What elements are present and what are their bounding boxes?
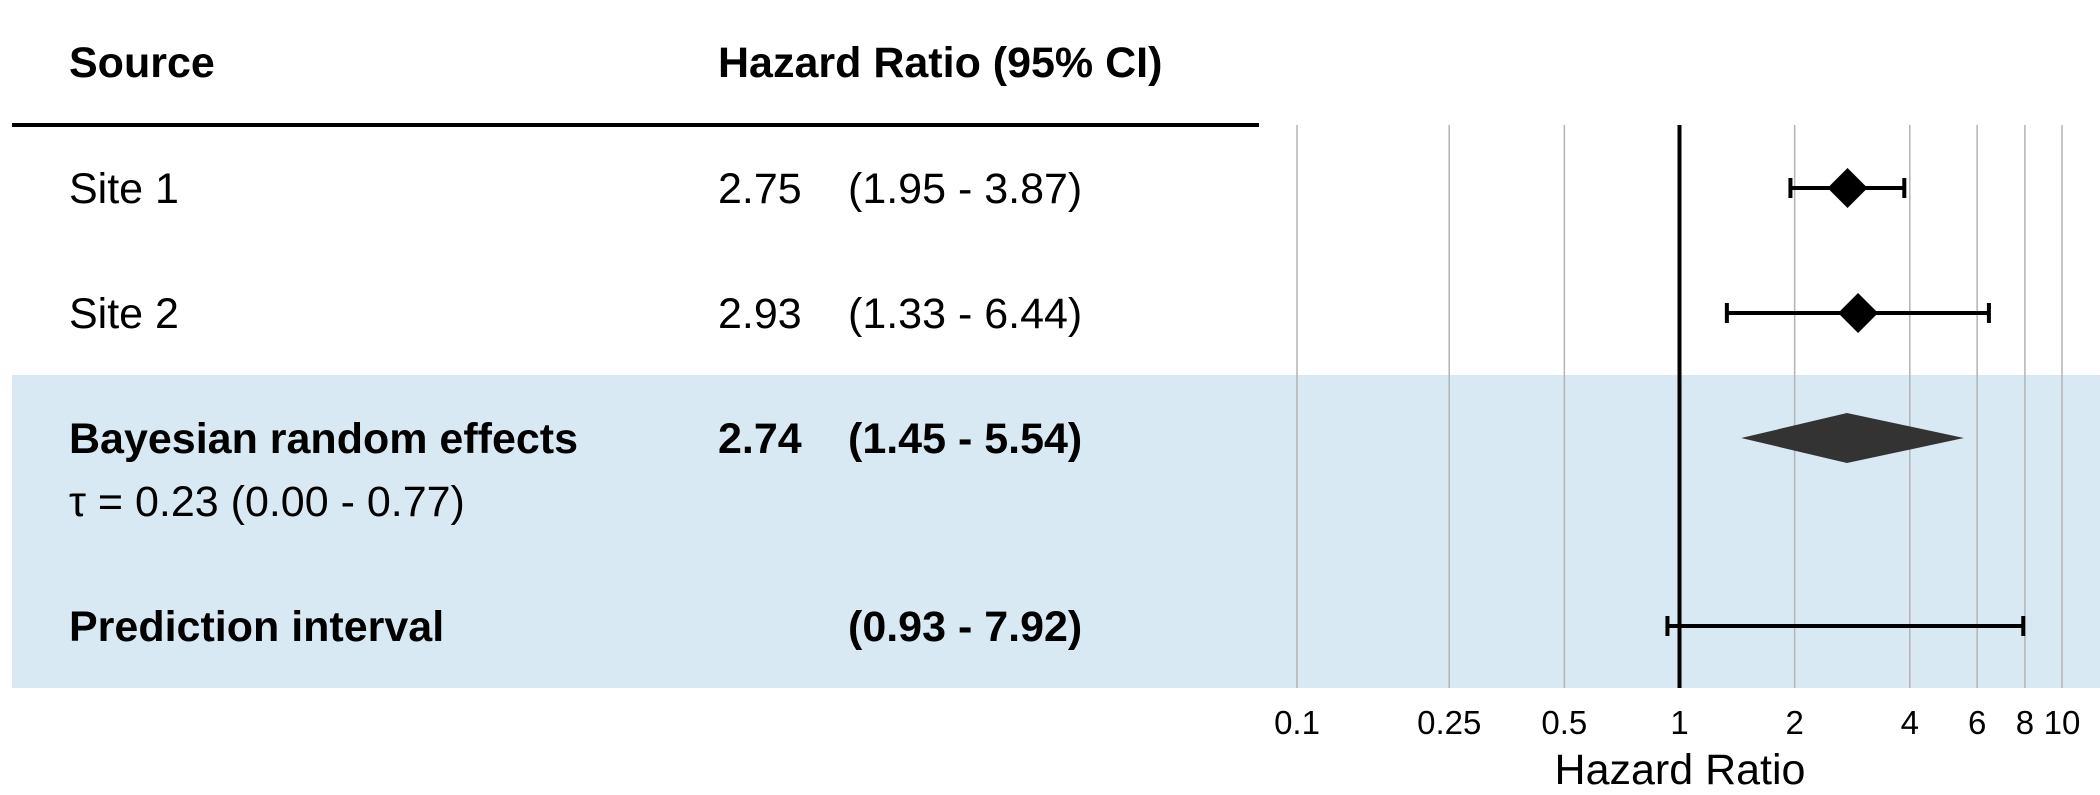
x-tick-label: 6 [1968,704,1986,741]
row-subtitle: τ = 0.23 (0.00 - 0.77) [69,478,465,526]
row-label: Site 2 [69,290,179,338]
row-label: Site 1 [69,165,179,213]
x-tick-label: 10 [2044,704,2081,741]
x-tick-label: 1 [1670,704,1688,741]
ci-text: (1.45 - 5.54) [848,415,1082,463]
point-estimate-diamond [1827,168,1868,208]
x-tick-label: 0.25 [1417,704,1481,741]
estimate-text: 2.75 [718,165,802,213]
row-label: Bayesian random effects [69,415,578,463]
gridline-layer [1296,125,2063,688]
x-tick-label: 8 [2016,704,2034,741]
estimate-text: 2.74 [718,415,802,463]
ci-text: (0.93 - 7.92) [848,603,1082,651]
x-tick-label: 0.1 [1274,704,1320,741]
x-tick-label: 4 [1901,704,1919,741]
mark-layer [1665,125,2026,688]
x-axis-label: Hazard Ratio [1555,746,1806,794]
pooled-estimate-diamond [1741,413,1964,463]
estimate-text: 2.93 [718,290,802,338]
pooled-band [12,375,2100,688]
shaded-band-layer [12,375,2100,688]
header-source: Source [69,39,215,87]
row-text-layer: Site 1 2.75 (1.95 - 3.87) Site 2 2.93 (1.33 -… [69,165,1082,651]
ci-text: (1.33 - 6.44) [848,290,1082,338]
ci-text: (1.95 - 3.87) [848,165,1082,213]
point-estimate-diamond [1838,293,1879,333]
header-hazard-ratio: Hazard Ratio (95% CI) [718,39,1162,87]
row-label: Prediction interval [69,603,444,651]
tick-label-layer: 0.1 0.25 0.5 1 2 4 6 8 10 [1274,704,2080,741]
x-tick-label: 2 [1785,704,1803,741]
x-tick-label: 0.5 [1541,704,1587,741]
